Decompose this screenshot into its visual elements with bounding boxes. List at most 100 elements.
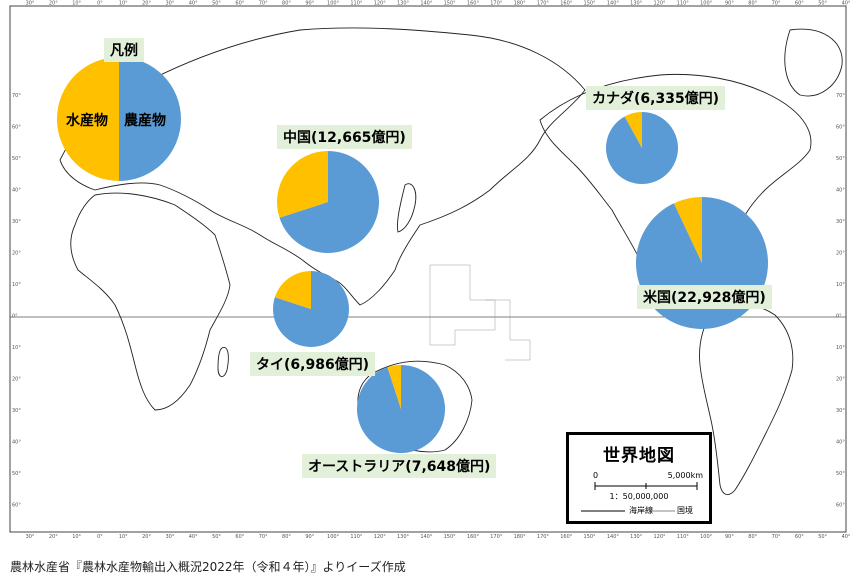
longitude-tick-label: 90° [305, 1, 314, 7]
longitude-tick-label: 130° [397, 1, 410, 7]
longitude-tick-label: 140° [607, 534, 620, 540]
longitude-tick-label: 10° [119, 1, 128, 7]
latitude-tick-label: 60° [836, 503, 845, 509]
latitude-tick-label: 10° [12, 282, 21, 288]
south-america-outline [699, 302, 794, 496]
eurasia-outline [59, 27, 586, 306]
scale-start: 0 [593, 471, 599, 480]
longitude-tick-label: 100° [327, 534, 340, 540]
scale-end: 5,000km [667, 471, 703, 480]
longitude-tick-label: 180° [514, 534, 527, 540]
latitude-tick-label: 60° [836, 125, 845, 131]
fisheries-slice [624, 112, 642, 148]
latitude-tick-label: 30° [836, 219, 845, 225]
latitude-tick-label: 20° [12, 251, 21, 257]
longitude-tick-label: 10° [72, 534, 81, 540]
label-usa: 米国(22,928億円) [637, 285, 772, 309]
longitude-tick-label: 100° [700, 1, 713, 7]
longitude-tick-label: 160° [560, 534, 573, 540]
longitude-tick-label: 80° [282, 1, 291, 7]
latitude-tick-label: 30° [12, 408, 21, 414]
longitude-tick-label: 20° [142, 1, 151, 7]
fisheries-slice [56, 56, 119, 181]
longitude-tick-label: 170° [537, 534, 550, 540]
longitude-tick-label: 160° [560, 1, 573, 7]
longitude-tick-label: 20° [49, 534, 58, 540]
longitude-tick-label: 30° [26, 534, 35, 540]
longitude-tick-label: 60° [795, 534, 804, 540]
longitude-tick-label: 50° [212, 1, 221, 7]
line-legend [581, 510, 675, 512]
map-legend-box: 世界地図 0 5,000km 1：50,000,000 海岸線 国境 [566, 432, 712, 524]
latitude-tick-label: 20° [12, 377, 21, 383]
legend-agri-label: 農産物 [124, 113, 166, 129]
pie-china [277, 151, 380, 253]
longitude-tick-label: 170° [490, 534, 503, 540]
madagascar-outline [217, 347, 229, 377]
agriculture-slice [357, 365, 446, 454]
longitude-tick-label: 140° [420, 1, 433, 7]
coastline-label: 海岸線 [629, 506, 653, 515]
border-label: 国境 [677, 506, 693, 515]
legend-pie-chart [56, 56, 181, 181]
longitude-tick-label: 170° [537, 1, 550, 7]
fisheries-slice [274, 271, 311, 309]
longitude-tick-label: 80° [748, 1, 757, 7]
longitude-tick-label: 100° [700, 534, 713, 540]
latitude-tick-label: 50° [836, 471, 845, 477]
longitude-tick-label: 110° [677, 1, 690, 7]
longitude-tick-label: 60° [795, 1, 804, 7]
label-china: 中国(12,665億円) [277, 125, 412, 149]
agriculture-slice [119, 57, 181, 181]
latitude-tick-label: 70° [836, 93, 845, 99]
latitude-tick-label: 10° [836, 345, 845, 351]
longitude-tick-label: 80° [282, 534, 291, 540]
longitude-tick-label: 150° [444, 534, 457, 540]
latitude-tick-label: 60° [12, 503, 21, 509]
legend-title: 凡例 [104, 38, 144, 62]
label-canada: カナダ(6,335億円) [586, 86, 726, 110]
latitude-tick-label: 0° [836, 314, 842, 320]
fisheries-slice [387, 365, 401, 409]
longitude-tick-label: 60° [235, 534, 244, 540]
longitude-tick-label: 40° [842, 1, 851, 7]
longitude-tick-label: 110° [677, 534, 690, 540]
longitude-tick-label: 110° [350, 1, 363, 7]
source-note: 農林水産省『農林水産物輸出入概況2022年（令和４年）』よりイーズ作成 [10, 560, 406, 574]
longitude-tick-label: 60° [235, 1, 244, 7]
latitude-tick-label: 40° [836, 440, 845, 446]
longitude-tick-label: 50° [818, 534, 827, 540]
longitude-tick-label: 70° [772, 1, 781, 7]
latitude-tick-label: 20° [836, 251, 845, 257]
pie-usa [636, 197, 768, 329]
scale-bar [594, 482, 698, 490]
pie-thailand [273, 271, 350, 347]
agriculture-slice [279, 151, 380, 253]
longitude-tick-label: 30° [26, 1, 35, 7]
longitude-tick-label: 50° [818, 1, 827, 7]
longitude-tick-label: 80° [748, 534, 757, 540]
legend-fish-label: 水産物 [66, 113, 108, 129]
latitude-tick-label: 30° [836, 408, 845, 414]
land-outlines [59, 27, 843, 496]
pie-australia [357, 365, 446, 454]
longitude-tick-label: 110° [350, 534, 363, 540]
label-thailand: タイ(6,986億円) [250, 352, 376, 376]
map-title: 世界地図 [603, 446, 675, 466]
latitude-tick-label: 0° [12, 314, 18, 320]
longitude-tick-label: 140° [420, 534, 433, 540]
latitude-tick-label: 40° [12, 188, 21, 194]
longitude-tick-label: 180° [514, 1, 527, 7]
longitude-tick-label: 140° [607, 1, 620, 7]
greenland-outline [784, 28, 843, 97]
longitude-tick-label: 150° [584, 1, 597, 7]
latitude-tick-label: 20° [836, 377, 845, 383]
longitude-tick-label: 120° [374, 534, 387, 540]
label-australia: オーストラリア(7,648億円) [302, 454, 497, 478]
longitude-tick-label: 10° [119, 534, 128, 540]
latitude-tick-label: 10° [12, 345, 21, 351]
longitude-tick-label: 130° [397, 534, 410, 540]
longitude-tick-label: 90° [305, 534, 314, 540]
pie-canada [606, 112, 678, 184]
longitude-tick-label: 90° [725, 1, 734, 7]
